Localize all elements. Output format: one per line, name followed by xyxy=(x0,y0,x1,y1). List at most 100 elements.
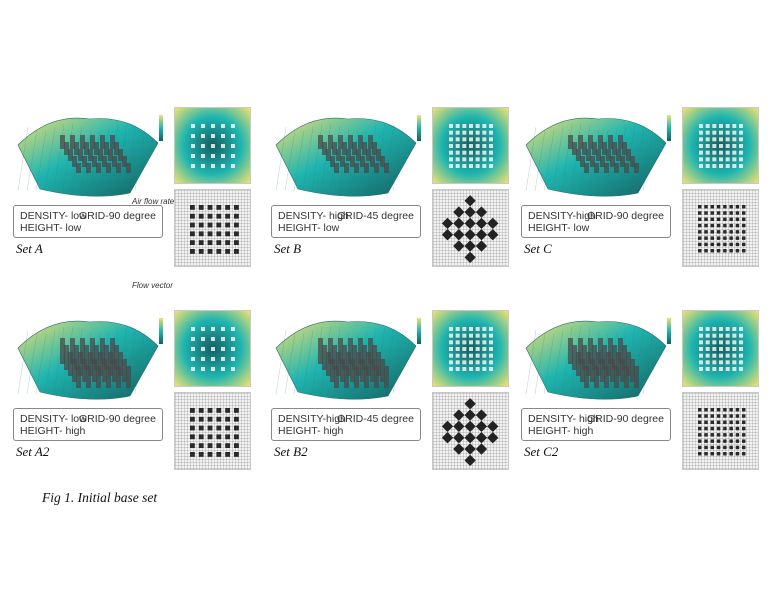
obstacle-marker xyxy=(462,144,467,148)
air-flow-rate-map xyxy=(682,310,759,387)
obstacle-marker xyxy=(732,164,737,168)
obstacle-block xyxy=(453,206,465,218)
obstacle-block xyxy=(723,242,727,247)
obstacle-block xyxy=(234,434,239,440)
obstacle-marker xyxy=(489,353,493,358)
obstacle-block xyxy=(723,205,727,209)
obstacle-block xyxy=(441,420,454,433)
obstacle-block xyxy=(464,240,476,252)
obstacle-marker xyxy=(489,164,493,168)
obstacle-block xyxy=(742,420,746,425)
obstacle-block xyxy=(582,142,587,155)
obstacle-marker xyxy=(699,333,703,338)
obstacle-block xyxy=(441,229,454,241)
obstacle-block xyxy=(464,217,476,230)
obstacle-block xyxy=(82,359,87,382)
obstacle-marker xyxy=(462,137,467,142)
obstacle-block xyxy=(578,338,583,364)
obstacle-block xyxy=(104,345,109,370)
obstacle-marker xyxy=(231,347,235,351)
obstacle-block xyxy=(723,408,727,412)
obstacle-marker xyxy=(705,130,710,135)
obstacle-block xyxy=(84,142,89,155)
obstacle-block xyxy=(704,205,708,209)
obstacle-block xyxy=(346,149,351,161)
obstacle-marker xyxy=(462,353,467,358)
obstacle-block xyxy=(364,366,369,388)
obstacle-block xyxy=(622,142,627,155)
obstacle-marker xyxy=(231,124,235,128)
obstacle-block xyxy=(716,408,721,412)
obstacle-block xyxy=(600,359,605,382)
obstacle-block xyxy=(225,205,231,210)
obstacle-block xyxy=(114,142,119,155)
obstacle-marker xyxy=(705,137,710,142)
obstacle-block xyxy=(598,135,603,149)
obstacle-block xyxy=(340,359,345,382)
obstacle-block xyxy=(340,156,345,167)
obstacle-marker xyxy=(462,360,467,365)
obstacle-marker xyxy=(191,347,195,351)
obstacle-marker xyxy=(712,137,717,142)
flow-vector-map xyxy=(432,189,509,267)
obstacle-marker xyxy=(469,347,473,351)
obstacle-marker xyxy=(201,327,205,331)
obstacle-block xyxy=(234,222,239,228)
obstacle-block xyxy=(596,149,601,161)
obstacle-block xyxy=(86,163,91,173)
obstacle-block xyxy=(624,366,629,388)
obstacle-block xyxy=(487,432,499,444)
obstacle-block xyxy=(735,439,740,443)
obstacle-block xyxy=(604,163,609,173)
obstacle-block xyxy=(475,409,488,421)
obstacle-marker xyxy=(489,150,493,155)
obstacle-block xyxy=(332,142,337,155)
obstacle-block xyxy=(207,213,213,219)
grid-label: GRID-45 degree xyxy=(336,210,414,222)
obstacle-block xyxy=(723,223,727,228)
obstacle-marker xyxy=(739,353,743,358)
obstacle-marker xyxy=(705,164,710,168)
obstacle-block xyxy=(588,338,593,364)
obstacle-block xyxy=(106,366,111,388)
obstacle-marker xyxy=(475,333,480,338)
obstacle-block xyxy=(735,408,740,412)
obstacle-marker xyxy=(489,130,493,135)
obstacle-block xyxy=(88,149,93,161)
obstacle-block xyxy=(94,142,99,155)
airflow-surface-plot xyxy=(17,117,159,197)
obstacle-marker xyxy=(201,154,205,158)
obstacle-block xyxy=(614,366,619,388)
obstacle-block xyxy=(704,433,708,437)
obstacle-marker xyxy=(719,360,723,365)
obstacle-block xyxy=(578,135,583,149)
obstacle-block xyxy=(453,240,465,252)
obstacle-block xyxy=(742,249,746,253)
obstacle-marker xyxy=(739,144,743,148)
obstacle-block xyxy=(352,142,357,155)
obstacle-block xyxy=(580,359,585,382)
obstacle-block xyxy=(710,426,715,431)
obstacle-block xyxy=(225,231,231,237)
obstacle-block xyxy=(710,217,715,222)
obstacle-marker xyxy=(475,150,480,155)
obstacle-marker xyxy=(725,150,730,155)
obstacle-block xyxy=(698,223,702,228)
obstacle-block xyxy=(487,217,499,230)
obstacle-marker xyxy=(469,137,473,142)
obstacle-block xyxy=(487,420,499,433)
obstacle-marker xyxy=(455,340,460,345)
obstacle-block xyxy=(64,345,69,370)
obstacle-block xyxy=(704,217,708,222)
obstacle-block xyxy=(735,217,740,222)
obstacle-marker xyxy=(475,137,480,142)
obstacle-block xyxy=(338,338,343,364)
obstacle-marker xyxy=(489,144,493,148)
obstacle-block xyxy=(360,359,365,382)
obstacle-block xyxy=(318,135,323,149)
obstacle-block xyxy=(735,242,740,247)
obstacle-block xyxy=(464,398,476,410)
obstacle-marker xyxy=(455,130,460,135)
obstacle-block xyxy=(729,439,733,443)
obstacle-marker xyxy=(705,144,710,148)
